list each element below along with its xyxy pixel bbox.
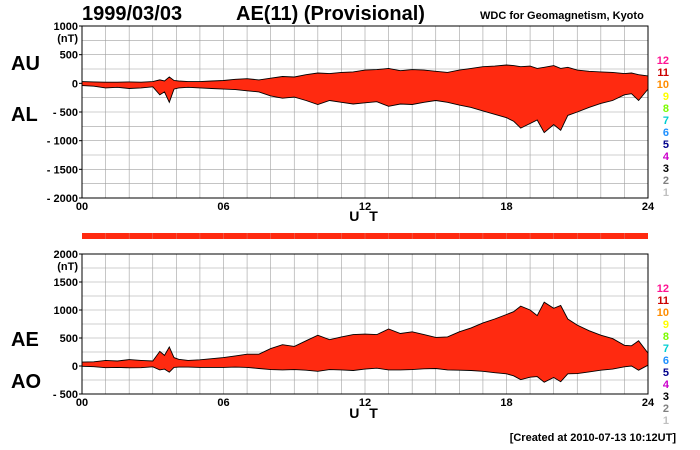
lower-y-unit-label: (nT) <box>57 261 78 273</box>
upper-station-count-label: 4 <box>663 151 670 163</box>
upper-station-count-label: 7 <box>663 115 669 127</box>
upper-y-tick-label: - 1500 <box>47 164 78 176</box>
created-timestamp: [Created at 2010-07-13 10:12UT] <box>509 432 676 444</box>
upper-y-tick-label: 500 <box>60 50 78 62</box>
upper-station-count-label: 5 <box>663 139 669 151</box>
al-label: AL <box>11 104 38 126</box>
ae-series-line <box>81 301 649 363</box>
lower-x-tick-label: 06 <box>217 397 229 409</box>
upper-station-count-label: 8 <box>663 103 669 115</box>
upper-x-axis-title: U T <box>349 208 381 224</box>
ae-label: AE <box>11 329 39 351</box>
upper-station-count-label: 3 <box>663 163 669 175</box>
upper-y-tick-label: - 2000 <box>47 193 78 205</box>
chart-title: AE(11) (Provisional) <box>236 3 425 25</box>
lower-y-tick-label: 1000 <box>54 305 78 317</box>
upper-station-count-label: 9 <box>663 91 669 103</box>
lower-station-count-label: 9 <box>663 319 669 331</box>
date-label: 1999/03/03 <box>82 3 183 25</box>
upper-y-tick-label: - 1000 <box>47 136 78 148</box>
lower-x-tick-label: 18 <box>500 397 512 409</box>
lower-plot-frame <box>81 253 649 395</box>
ao-label: AO <box>11 371 41 393</box>
lower-station-count-label: 6 <box>663 355 669 367</box>
organization-label: WDC for Geomagnetism, Kyoto <box>480 10 644 22</box>
upper-x-tick-label: 06 <box>217 201 229 213</box>
upper-x-tick-label: 18 <box>500 201 512 213</box>
lower-station-count-label: 4 <box>663 379 670 391</box>
lower-station-count-label: 11 <box>657 295 669 307</box>
lower-y-tick-label: 1500 <box>54 277 78 289</box>
lower-band-fill <box>82 302 648 383</box>
lower-station-count-label: 3 <box>663 391 669 403</box>
upper-y-tick-label: 1000 <box>54 21 78 33</box>
upper-y-tick-label: 0 <box>72 78 78 90</box>
lower-station-count-label: 2 <box>663 403 669 415</box>
lower-station-count-label: 5 <box>663 367 669 379</box>
lower-station-count-label: 8 <box>663 331 669 343</box>
upper-station-count-label: 1 <box>663 187 669 199</box>
al-series-line <box>81 85 649 134</box>
au-label: AU <box>11 53 40 75</box>
upper-station-count-label: 6 <box>663 127 669 139</box>
lower-y-tick-label: - 500 <box>53 389 78 401</box>
lower-x-tick-label: 12 <box>359 397 371 409</box>
upper-station-count-label: 11 <box>657 67 669 79</box>
upper-y-unit-label: (nT) <box>57 33 78 45</box>
upper-station-count-label: 10 <box>657 79 669 91</box>
upper-x-tick-label: 12 <box>359 201 371 213</box>
lower-x-tick-label: 00 <box>76 397 88 409</box>
lower-x-tick-label: 24 <box>642 397 655 409</box>
upper-x-tick-label: 00 <box>76 201 88 213</box>
lower-station-count-label: 10 <box>657 307 669 319</box>
lower-station-count-label: 12 <box>657 283 669 295</box>
upper-x-tick-label: 24 <box>642 201 655 213</box>
upper-station-count-label: 12 <box>657 55 669 67</box>
ao-series-line <box>81 364 649 383</box>
upper-band-fill <box>82 65 648 133</box>
lower-y-tick-label: 0 <box>72 361 78 373</box>
upper-station-count-label: 2 <box>663 175 669 187</box>
lower-x-axis-title: U T <box>349 405 381 421</box>
lower-station-count-label: 1 <box>663 415 669 427</box>
lower-station-count-label: 7 <box>663 343 669 355</box>
lower-y-tick-label: 2000 <box>54 249 78 261</box>
au-series-line <box>81 64 649 83</box>
lower-y-tick-label: 500 <box>60 333 78 345</box>
upper-y-tick-label: - 500 <box>53 107 78 119</box>
